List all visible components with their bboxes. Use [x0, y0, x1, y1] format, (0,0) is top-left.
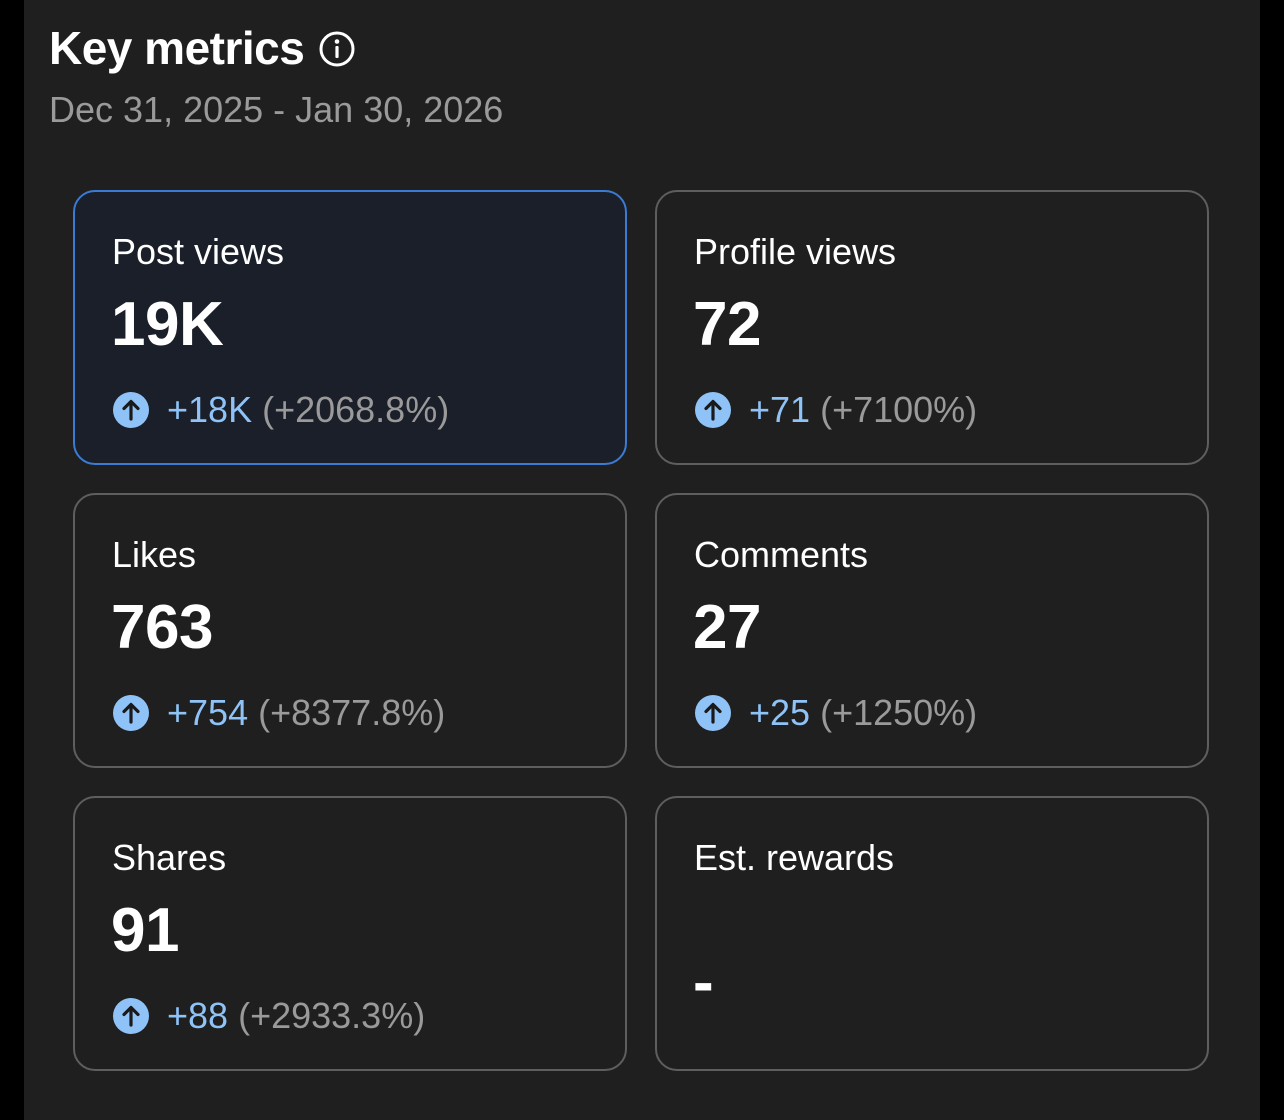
arrow-up-circle-icon — [112, 694, 150, 732]
metric-delta-absolute: +18K — [167, 389, 253, 430]
metric-delta-absolute: +25 — [749, 692, 811, 733]
metric-label: Profile views — [694, 231, 897, 272]
arrow-up-circle-icon — [112, 391, 150, 429]
metric-delta-absolute: +71 — [749, 389, 811, 430]
metric-value: - — [693, 948, 714, 1017]
metric-delta: +754 (+8377.8%) — [112, 691, 445, 735]
arrow-up-circle-icon — [112, 997, 150, 1035]
info-icon[interactable] — [318, 30, 356, 68]
arrow-up-circle-icon — [694, 694, 732, 732]
metric-card-shares[interactable]: Shares 91 +88 (+2933.3%) — [73, 796, 627, 1071]
date-range: Dec 31, 2025 - Jan 30, 2026 — [49, 89, 504, 130]
metric-label: Est. rewards — [694, 837, 895, 878]
metric-delta-percent: (+1250%) — [820, 692, 978, 733]
metric-delta-percent: (+2933.3%) — [238, 995, 426, 1036]
metric-value: 19K — [111, 290, 224, 359]
metric-delta-absolute: +754 — [167, 692, 249, 733]
metric-delta: +18K (+2068.8%) — [112, 388, 449, 432]
metric-value: 27 — [693, 593, 761, 662]
metric-delta: +71 (+7100%) — [694, 388, 977, 432]
metric-value: 72 — [693, 290, 761, 359]
metric-label: Likes — [112, 534, 197, 575]
metric-delta-absolute: +88 — [167, 995, 229, 1036]
metric-label: Comments — [694, 534, 869, 575]
metric-value: 91 — [111, 896, 179, 965]
metric-delta-percent: (+2068.8%) — [262, 389, 450, 430]
metric-label: Post views — [112, 231, 285, 272]
metric-card-comments[interactable]: Comments 27 +25 (+1250%) — [655, 493, 1209, 768]
metric-delta-percent: (+7100%) — [820, 389, 978, 430]
metric-delta: +25 (+1250%) — [694, 691, 977, 735]
metric-delta-percent: (+8377.8%) — [258, 692, 446, 733]
metric-delta: +88 (+2933.3%) — [112, 994, 425, 1038]
metric-card-likes[interactable]: Likes 763 +754 (+8377.8%) — [73, 493, 627, 768]
metric-card-profile-views[interactable]: Profile views 72 +71 (+7100%) — [655, 190, 1209, 465]
metric-card-post-views[interactable]: Post views 19K +18K (+2068.8%) — [73, 190, 627, 465]
title-row: Key metrics — [49, 22, 503, 74]
metric-value: 763 — [111, 593, 213, 662]
key-metrics-header: Key metrics Dec 31, 2025 - Jan 30, 2026 — [49, 22, 503, 132]
arrow-up-circle-icon — [694, 391, 732, 429]
page-title: Key metrics — [49, 22, 305, 74]
metric-label: Shares — [112, 837, 227, 878]
metric-card-est-rewards[interactable]: Est. rewards - — [655, 796, 1209, 1071]
